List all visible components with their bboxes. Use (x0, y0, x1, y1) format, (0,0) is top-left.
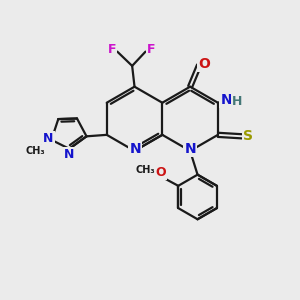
Text: H: H (232, 95, 242, 108)
Text: CH₃: CH₃ (26, 146, 45, 156)
Text: S: S (243, 129, 253, 143)
Text: N: N (220, 93, 232, 107)
Text: O: O (155, 166, 166, 179)
Text: O: O (199, 57, 210, 71)
Text: N: N (43, 132, 54, 145)
Text: CH₃: CH₃ (136, 165, 155, 175)
Text: F: F (147, 43, 155, 56)
Text: N: N (129, 142, 141, 156)
Text: N: N (64, 148, 74, 161)
Text: N: N (184, 142, 196, 156)
Text: F: F (108, 43, 116, 56)
